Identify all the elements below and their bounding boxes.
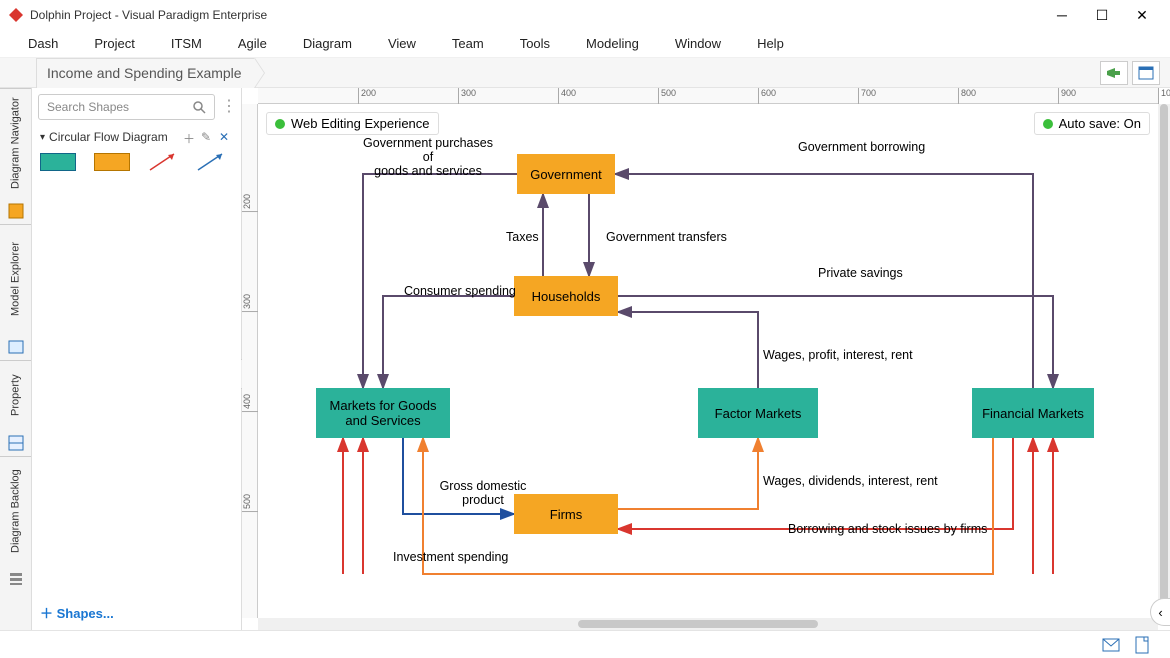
search-icon bbox=[192, 100, 206, 114]
menu-modeling[interactable]: Modeling bbox=[568, 32, 657, 55]
palette-orange-rect[interactable] bbox=[94, 153, 130, 171]
search-shapes-input[interactable]: Search Shapes bbox=[38, 94, 215, 120]
diagram-canvas[interactable]: Web Editing Experience Auto save: On Gov… bbox=[258, 104, 1158, 618]
edge-label-gov-purchases: Government purchases ofgoods and service… bbox=[358, 136, 498, 178]
edge-label-cons-spending: Consumer spending bbox=[404, 284, 516, 298]
titlebar: Dolphin Project - Visual Paradigm Enterp… bbox=[0, 0, 1170, 30]
mail-icon[interactable] bbox=[1102, 638, 1120, 652]
tab-diagram[interactable]: Income and Spending Example bbox=[36, 58, 255, 88]
tab-label: Income and Spending Example bbox=[47, 65, 242, 81]
close-icon[interactable]: ✕ bbox=[219, 130, 233, 144]
shapes-group-header[interactable]: ▾ Circular Flow Diagram ＋ ✎ ✕ bbox=[32, 126, 241, 148]
scrollbar-horizontal[interactable] bbox=[258, 618, 1158, 630]
caret-down-icon: ▾ bbox=[40, 132, 45, 143]
rail-diagram-backlog[interactable]: Diagram Backlog bbox=[0, 456, 31, 566]
shapes-group-title: Circular Flow Diagram bbox=[49, 130, 168, 144]
menu-itsm[interactable]: ITSM bbox=[153, 32, 220, 55]
menu-project[interactable]: Project bbox=[76, 32, 152, 55]
edge-label-borrow-stock: Borrowing and stock issues by firms bbox=[788, 522, 987, 536]
window-title: Dolphin Project - Visual Paradigm Enterp… bbox=[30, 8, 1042, 22]
app-logo-icon bbox=[8, 7, 24, 23]
menu-diagram[interactable]: Diagram bbox=[285, 32, 370, 55]
edge-label-wages-profit: Wages, profit, interest, rent bbox=[763, 348, 913, 362]
maximize-button[interactable]: ☐ bbox=[1082, 0, 1122, 30]
menu-tools[interactable]: Tools bbox=[502, 32, 568, 55]
rail-model-explorer[interactable]: Model Explorer bbox=[0, 224, 31, 334]
layout-button[interactable] bbox=[1132, 61, 1160, 85]
ruler-horizontal: 20030040050060070080090010001100 bbox=[258, 88, 1158, 104]
model-explorer-icon bbox=[7, 338, 25, 356]
ruler-vertical: 200300400500 bbox=[242, 104, 258, 618]
node-mgs[interactable]: Markets for Goods and Services bbox=[316, 388, 450, 438]
rail-diagram-navigator[interactable]: Diagram Navigator bbox=[0, 88, 31, 198]
menu-view[interactable]: View bbox=[370, 32, 434, 55]
shapes-panel: Search Shapes ⋮ ▾ Circular Flow Diagram … bbox=[32, 88, 242, 630]
rail-property[interactable]: Property bbox=[0, 360, 31, 430]
palette-blue-arrow[interactable] bbox=[196, 152, 226, 172]
scrollbar-vertical[interactable] bbox=[1158, 104, 1170, 618]
palette-red-arrow[interactable] bbox=[148, 152, 178, 172]
expand-panel-button[interactable]: ‹ bbox=[1150, 598, 1170, 626]
announce-button[interactable] bbox=[1100, 61, 1128, 85]
node-gov[interactable]: Government bbox=[517, 154, 615, 194]
side-rail: Diagram Navigator Model Explorer Propert… bbox=[0, 88, 32, 630]
statusbar bbox=[0, 630, 1170, 658]
menubar: Dash Project ITSM Agile Diagram View Tea… bbox=[0, 30, 1170, 58]
menu-agile[interactable]: Agile bbox=[220, 32, 285, 55]
shapes-link[interactable]: ＋ Shapes... bbox=[32, 595, 241, 630]
node-factor[interactable]: Factor Markets bbox=[698, 388, 818, 438]
nodes-layer: Government Households Markets for Goods an… bbox=[258, 104, 1158, 618]
edit-icon[interactable]: ✎ bbox=[201, 130, 215, 144]
menu-window[interactable]: Window bbox=[657, 32, 739, 55]
shapes-palette bbox=[32, 148, 241, 176]
note-icon[interactable] bbox=[1134, 636, 1150, 654]
add-icon[interactable]: ＋ bbox=[183, 130, 197, 144]
diagram-navigator-icon bbox=[7, 202, 25, 220]
edge-label-wages-div: Wages, dividends, interest, rent bbox=[763, 474, 938, 488]
edge-label-inv-spending: Investment spending bbox=[393, 550, 508, 564]
menu-dash[interactable]: Dash bbox=[10, 32, 76, 55]
node-fin[interactable]: Financial Markets bbox=[972, 388, 1094, 438]
property-icon bbox=[7, 434, 25, 452]
panel-menu-icon[interactable]: ⋮ bbox=[221, 103, 235, 111]
canvas-area: 20030040050060070080090010001100 2003004… bbox=[242, 88, 1170, 630]
menu-team[interactable]: Team bbox=[434, 32, 502, 55]
edge-label-taxes: Taxes bbox=[506, 230, 539, 244]
palette-teal-rect[interactable] bbox=[40, 153, 76, 171]
edge-label-gov-borrow: Government borrowing bbox=[798, 140, 925, 154]
menu-help[interactable]: Help bbox=[739, 32, 802, 55]
edge-label-transfers: Government transfers bbox=[606, 230, 727, 244]
layout-icon bbox=[1138, 66, 1154, 80]
node-house[interactable]: Households bbox=[514, 276, 618, 316]
edge-label-priv-savings: Private savings bbox=[818, 266, 903, 280]
megaphone-icon bbox=[1106, 66, 1122, 80]
tabbar: Income and Spending Example bbox=[0, 58, 1170, 88]
backlog-icon bbox=[7, 570, 25, 588]
edge-label-gdp: Gross domesticproduct bbox=[413, 479, 553, 507]
search-placeholder: Search Shapes bbox=[47, 100, 129, 114]
minimize-button[interactable]: ─ bbox=[1042, 0, 1082, 30]
close-button[interactable]: ✕ bbox=[1122, 0, 1162, 30]
